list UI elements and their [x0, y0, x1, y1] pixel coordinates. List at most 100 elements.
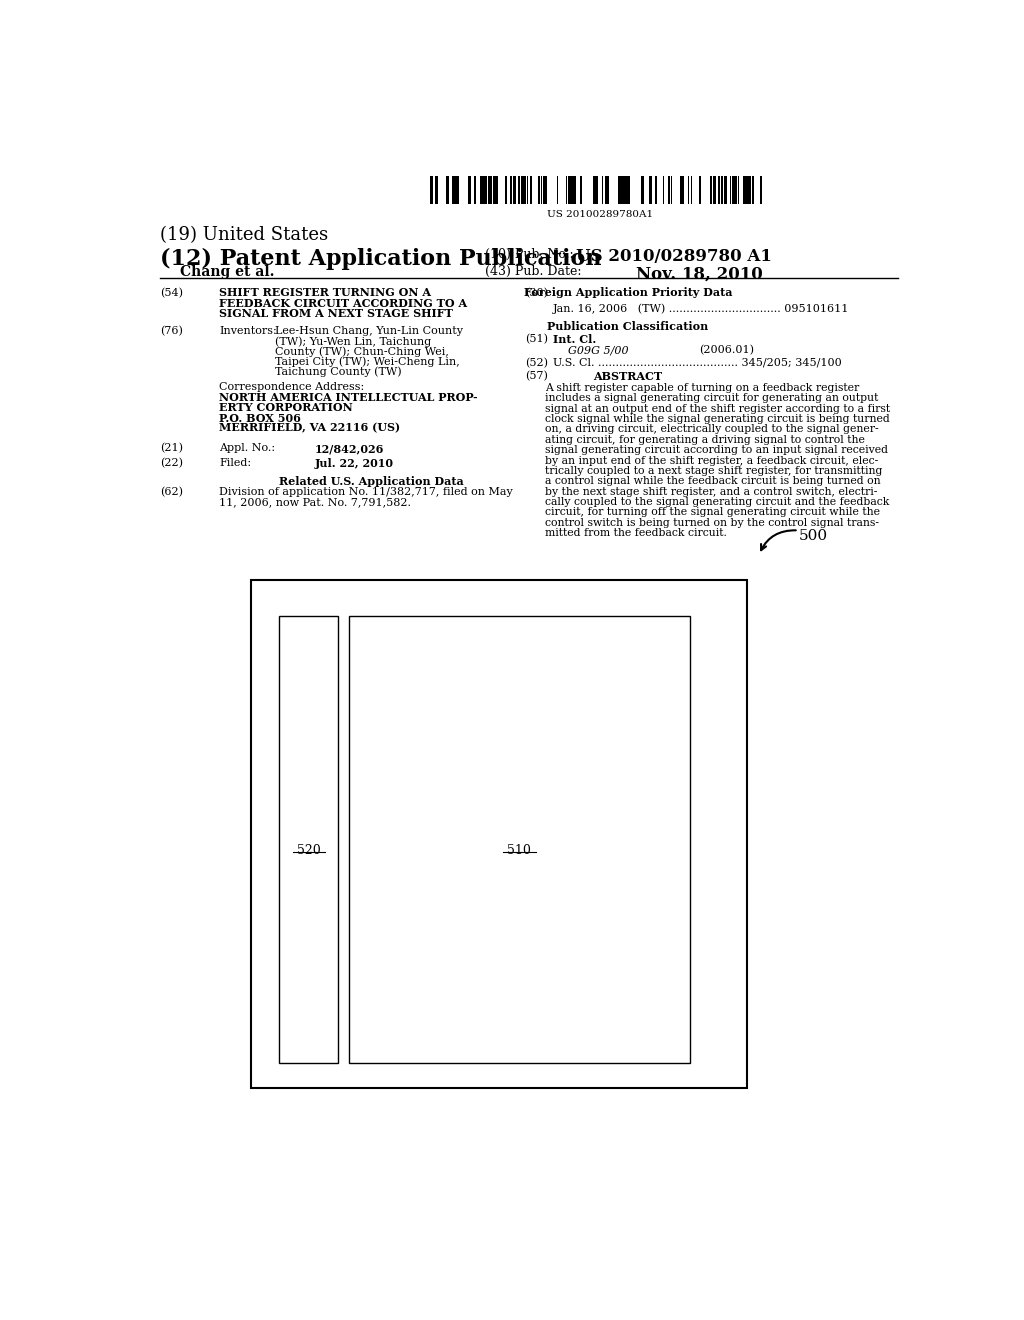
Text: U.S. Cl. ........................................ 345/205; 345/100: U.S. Cl. ...............................… — [553, 358, 842, 367]
Bar — [641, 176, 644, 205]
Bar — [571, 176, 574, 205]
Text: Nov. 18, 2010: Nov. 18, 2010 — [636, 265, 763, 282]
Bar — [490, 176, 493, 205]
Text: cally coupled to the signal generating circuit and the feedback: cally coupled to the signal generating c… — [545, 498, 889, 507]
Bar — [518, 176, 520, 205]
Text: (TW); Yu-Wen Lin, Taichung: (TW); Yu-Wen Lin, Taichung — [274, 337, 431, 347]
Text: control switch is being turned on by the control signal trans-: control switch is being turned on by the… — [545, 517, 879, 528]
Bar — [568, 176, 570, 205]
Bar — [505, 176, 507, 205]
Text: ating circuit, for generating a driving signal to control the: ating circuit, for generating a driving … — [545, 434, 864, 445]
Text: Lee-Hsun Chang, Yun-Lin County: Lee-Hsun Chang, Yun-Lin County — [274, 326, 463, 337]
Text: Inventors:: Inventors: — [219, 326, 278, 337]
Text: trically coupled to a next stage shift register, for transmitting: trically coupled to a next stage shift r… — [545, 466, 882, 477]
Bar — [607, 176, 609, 205]
Bar — [627, 176, 630, 205]
Bar — [760, 176, 762, 205]
Text: signal generating circuit according to an input signal received: signal generating circuit according to a… — [545, 445, 888, 455]
Bar — [279, 615, 338, 1063]
Text: US 20100289780A1: US 20100289780A1 — [547, 210, 653, 219]
Text: on, a driving circuit, electrically coupled to the signal gener-: on, a driving circuit, electrically coup… — [545, 425, 879, 434]
Bar — [458, 176, 459, 205]
Text: (54): (54) — [160, 288, 182, 298]
Bar — [521, 176, 524, 205]
Bar — [721, 176, 723, 205]
Text: 510: 510 — [507, 845, 531, 858]
Bar — [479, 176, 481, 205]
Text: (12) Patent Application Publication: (12) Patent Application Publication — [160, 248, 601, 269]
Text: Jan. 16, 2006   (TW) ................................ 095101611: Jan. 16, 2006 (TW) .....................… — [553, 304, 849, 314]
Text: P.O. BOX 506: P.O. BOX 506 — [219, 412, 301, 424]
Bar — [594, 176, 596, 205]
Bar — [468, 176, 471, 205]
Text: (19) United States: (19) United States — [160, 227, 328, 244]
Text: (52): (52) — [524, 358, 548, 368]
Bar — [724, 176, 727, 205]
Bar — [713, 176, 716, 205]
Bar — [732, 176, 735, 205]
Text: FEEDBACK CIRCUIT ACCORDING TO A: FEEDBACK CIRCUIT ACCORDING TO A — [219, 297, 467, 309]
Text: Publication Classification: Publication Classification — [548, 321, 709, 333]
Text: (57): (57) — [524, 371, 548, 381]
Bar — [497, 176, 498, 205]
Bar — [430, 176, 433, 205]
Text: 11, 2006, now Pat. No. 7,791,582.: 11, 2006, now Pat. No. 7,791,582. — [219, 496, 412, 507]
Text: Int. Cl.: Int. Cl. — [553, 334, 596, 346]
Bar — [649, 176, 651, 205]
Text: A shift register capable of turning on a feedback register: A shift register capable of turning on a… — [545, 383, 859, 393]
Bar — [669, 176, 670, 205]
Bar — [663, 176, 664, 205]
Bar — [474, 176, 476, 205]
Text: ERTY CORPORATION: ERTY CORPORATION — [219, 403, 353, 413]
Text: by the next stage shift register, and a control switch, electri-: by the next stage shift register, and a … — [545, 487, 877, 496]
Bar — [719, 176, 720, 205]
Bar — [455, 176, 458, 205]
Bar — [690, 176, 692, 205]
Text: (21): (21) — [160, 444, 182, 453]
Bar — [510, 176, 512, 205]
Bar — [435, 176, 438, 205]
Bar — [729, 176, 731, 205]
Bar — [738, 176, 739, 205]
Bar — [752, 176, 754, 205]
Text: clock signal while the signal generating circuit is being turned: clock signal while the signal generating… — [545, 414, 890, 424]
Text: Appl. No.:: Appl. No.: — [219, 444, 275, 453]
Text: a control signal while the feedback circuit is being turned on: a control signal while the feedback circ… — [545, 477, 881, 486]
Bar — [348, 615, 690, 1063]
Bar — [654, 176, 656, 205]
Bar — [699, 176, 701, 205]
Bar — [618, 176, 622, 205]
Text: signal at an output end of the shift register according to a first: signal at an output end of the shift reg… — [545, 404, 890, 413]
Bar — [565, 176, 566, 205]
Text: NORTH AMERICA INTELLECTUAL PROP-: NORTH AMERICA INTELLECTUAL PROP- — [219, 392, 478, 403]
Bar — [485, 176, 487, 205]
Bar — [513, 176, 516, 205]
Bar — [688, 176, 689, 205]
Text: includes a signal generating circuit for generating an output: includes a signal generating circuit for… — [545, 393, 878, 404]
Bar — [602, 176, 603, 205]
Bar — [482, 176, 485, 205]
Bar — [680, 176, 683, 205]
Bar — [710, 176, 712, 205]
Bar — [529, 176, 532, 205]
Text: Related U.S. Application Data: Related U.S. Application Data — [279, 475, 464, 487]
Text: (22): (22) — [160, 458, 182, 469]
Text: Foreign Application Priority Data: Foreign Application Priority Data — [523, 288, 732, 298]
Bar — [671, 176, 673, 205]
Bar — [494, 176, 497, 205]
Text: 500: 500 — [799, 529, 827, 544]
Bar — [251, 581, 748, 1089]
Text: (2006.01): (2006.01) — [699, 346, 755, 355]
Text: (62): (62) — [160, 487, 182, 498]
Text: Taipei City (TW); Wei-Cheng Lin,: Taipei City (TW); Wei-Cheng Lin, — [274, 356, 460, 367]
Text: (76): (76) — [160, 326, 182, 337]
Bar — [580, 176, 583, 205]
Bar — [604, 176, 607, 205]
Text: G09G 5/00: G09G 5/00 — [568, 346, 629, 355]
Bar — [526, 176, 528, 205]
Bar — [544, 176, 546, 205]
Bar — [746, 176, 749, 205]
Bar — [446, 176, 449, 205]
Bar — [546, 176, 548, 205]
Text: MERRIFIELD, VA 22116 (US): MERRIFIELD, VA 22116 (US) — [219, 422, 400, 434]
